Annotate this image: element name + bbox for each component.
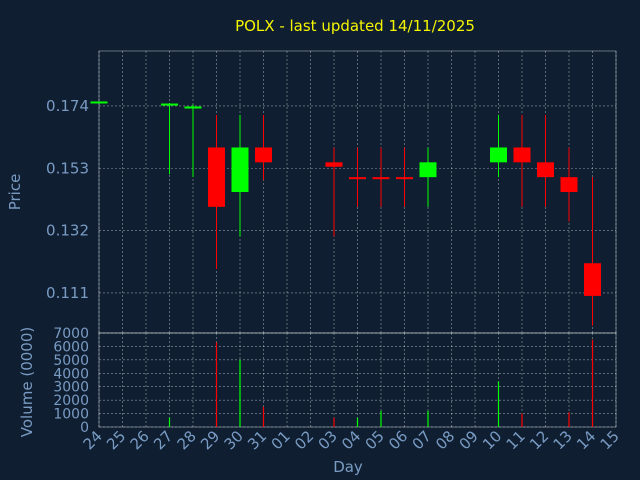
candle-body xyxy=(161,103,178,106)
volume-y-tick: 0 xyxy=(80,420,89,436)
volume-y-tick: 3000 xyxy=(53,380,89,396)
candle-body xyxy=(584,263,601,296)
x-tick: 09 xyxy=(456,427,482,453)
x-tick: 08 xyxy=(432,427,458,453)
x-tick: 04 xyxy=(338,427,364,453)
x-tick: 15 xyxy=(597,427,623,453)
volume-plot-frame xyxy=(98,332,617,428)
volume-axis-label: Volume (0000) xyxy=(18,327,36,437)
x-tick: 14 xyxy=(573,427,599,453)
x-tick: 07 xyxy=(409,427,435,453)
price-y-tick: 0.132 xyxy=(46,222,89,240)
x-tick: 02 xyxy=(291,427,317,453)
candle-body xyxy=(560,177,578,192)
x-tick: 31 xyxy=(244,427,270,453)
x-tick: 29 xyxy=(197,427,223,453)
x-tick: 03 xyxy=(315,427,341,453)
x-tick: 11 xyxy=(503,427,529,453)
price-y-tick: 0.153 xyxy=(46,159,89,177)
price-y-tick-labels: 0.174 0.153 0.132 0.111 xyxy=(46,97,89,302)
price-axis-label: Price xyxy=(6,174,24,211)
candle-body xyxy=(255,147,272,163)
candle-body xyxy=(349,177,366,180)
x-axis-label: Day xyxy=(333,458,363,476)
candle-body xyxy=(90,101,108,104)
price-y-tick: 0.174 xyxy=(46,97,89,115)
candle-body xyxy=(396,177,413,180)
volume-y-tick: 2000 xyxy=(53,393,89,409)
candle-body xyxy=(513,147,531,163)
x-tick: 05 xyxy=(362,427,388,453)
volume-y-tick: 5000 xyxy=(53,353,89,369)
x-tick: 13 xyxy=(550,427,576,453)
price-y-tick: 0.111 xyxy=(46,284,89,302)
candle-body xyxy=(184,106,202,109)
volume-y-tick: 4000 xyxy=(53,366,89,382)
volume-y-tick: 7000 xyxy=(53,326,89,342)
candle-body xyxy=(490,147,507,163)
candle-body xyxy=(325,162,343,167)
candle-body xyxy=(419,162,437,178)
candle-body xyxy=(372,177,390,180)
x-tick: 06 xyxy=(385,427,411,453)
x-tick: 28 xyxy=(174,427,200,453)
price-panel: 0.174 0.153 0.132 0.111 Price xyxy=(6,50,617,334)
candle-body xyxy=(231,147,249,192)
volume-y-tick: 1000 xyxy=(53,407,89,423)
candle-body xyxy=(537,162,554,178)
x-tick-labels: 2425262728293031010203040506070809101112… xyxy=(80,427,623,453)
x-tick: 01 xyxy=(268,427,294,453)
price-candles xyxy=(90,101,601,326)
x-tick: 30 xyxy=(221,427,247,453)
volume-y-tick: 6000 xyxy=(53,339,89,355)
x-tick: 26 xyxy=(127,427,153,453)
x-tick: 25 xyxy=(103,427,129,453)
x-tick: 12 xyxy=(526,427,552,453)
candle-body xyxy=(208,147,225,207)
x-tick: 27 xyxy=(150,427,176,453)
volume-bars xyxy=(168,339,594,427)
chart-title: POLX - last updated 14/11/2025 xyxy=(235,17,475,35)
x-tick: 10 xyxy=(479,427,505,453)
volume-grid xyxy=(98,332,617,428)
